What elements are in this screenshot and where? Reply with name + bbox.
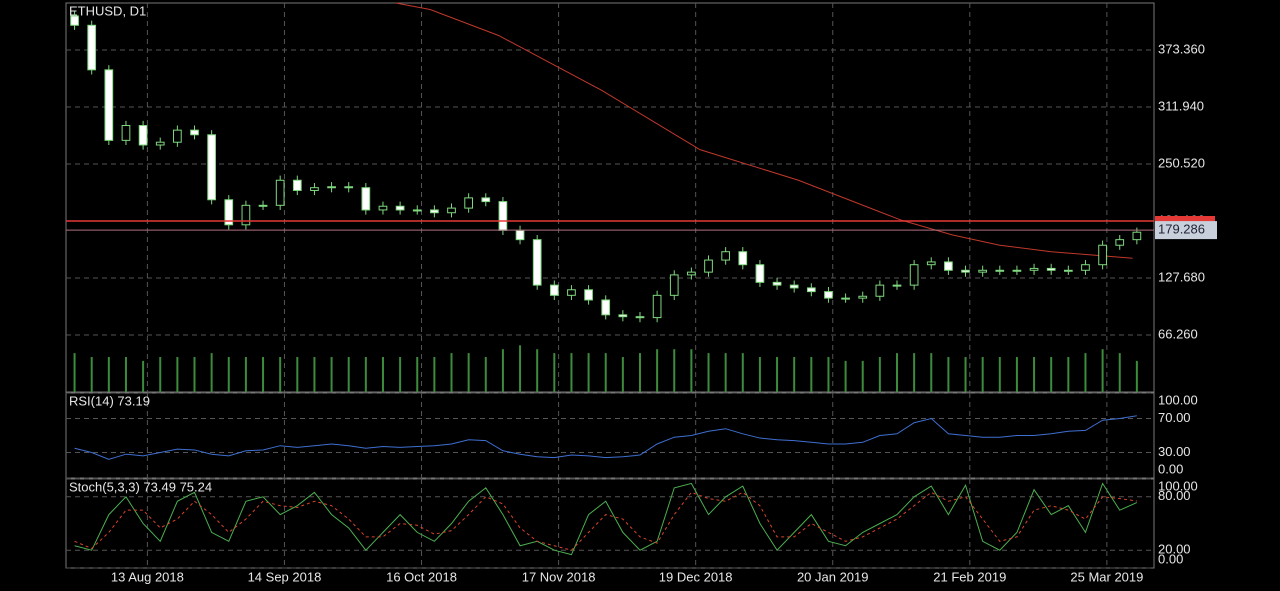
candle-body (87, 24, 97, 71)
candle-body (190, 129, 199, 136)
x-tick-label: 13 Aug 2018 (111, 569, 184, 584)
candle-body (1012, 269, 1022, 272)
candle-body (155, 141, 165, 146)
candle-body (789, 284, 799, 289)
price-level-tag (1155, 215, 1215, 223)
candle-body (772, 281, 782, 286)
candle-body (635, 316, 645, 319)
candle-body (344, 186, 354, 189)
candle-body (1115, 239, 1125, 246)
bid-label: 179.286 (1158, 222, 1205, 237)
y-tick-label: 0.00 (1158, 551, 1183, 566)
y-tick-label: 20.00 (1158, 542, 1191, 557)
candle-body (944, 261, 953, 271)
panel-frame (65, 2, 1155, 393)
y-tick-label: 311.940 (1158, 98, 1204, 113)
panel-title: ETHUSD, D1 (69, 3, 146, 18)
candle-body (549, 284, 559, 296)
y-tick-label: 100.00 (1158, 478, 1198, 493)
x-tick-label: 21 Feb 2019 (933, 569, 1006, 584)
candle-body (841, 297, 850, 300)
candle-body (687, 271, 696, 276)
panel-title: Stoch(5,3,3) 73.49 75.24 (69, 479, 212, 494)
x-tick-label: 25 Mar 2019 (1070, 569, 1143, 584)
candle-body (498, 201, 508, 231)
y-tick-label: 80.00 (1158, 488, 1191, 503)
candle-body (704, 259, 713, 273)
candle-body (824, 291, 833, 299)
candle-body (961, 269, 970, 273)
indicator-line (74, 415, 1137, 460)
candle-body (207, 134, 216, 201)
candle-body (601, 299, 611, 316)
y-tick-label: 127.680 (1158, 269, 1205, 284)
candle-body (652, 294, 662, 319)
candle-body (875, 284, 885, 297)
y-tick-label: 70.00 (1158, 410, 1191, 425)
candle-body (104, 69, 114, 141)
candle-body (464, 197, 474, 209)
x-tick-label: 17 Nov 2018 (522, 569, 596, 584)
candle-body (721, 251, 731, 261)
bid-tag (1155, 221, 1217, 240)
candle-body (378, 205, 388, 211)
candle-body (755, 264, 765, 283)
y-tick-label: 100.00 (1158, 392, 1198, 407)
candle-body (995, 269, 1005, 272)
candle-body (1098, 244, 1107, 266)
candle-body (430, 209, 439, 214)
y-tick-label: 373.360 (1158, 41, 1205, 56)
candle-body (258, 204, 268, 207)
candle-body (481, 197, 491, 203)
x-tick-label: 20 Jan 2019 (797, 569, 869, 584)
x-tick-label: 16 Oct 2018 (386, 569, 457, 584)
x-tick-label: 14 Sep 2018 (248, 569, 322, 584)
candle-body (292, 179, 302, 191)
panel-title: RSI(14) 73.19 (69, 393, 150, 408)
candle-body (738, 251, 748, 266)
candle-body (1046, 267, 1056, 271)
candle-body (1081, 264, 1090, 271)
candle-body (395, 205, 405, 211)
candle-body (412, 209, 422, 212)
candle-body (1132, 231, 1142, 241)
candle-body (909, 264, 919, 286)
candle-body (584, 289, 593, 301)
indicator-line (74, 491, 1137, 551)
y-tick-label: 0.00 (1158, 461, 1183, 476)
candle-body (1063, 269, 1073, 272)
candle-body (567, 289, 576, 296)
candle-body (224, 199, 234, 226)
candle-body (926, 261, 936, 266)
indicator-line (74, 482, 1138, 556)
candle-body (978, 269, 988, 273)
candle-body (532, 239, 542, 286)
candle-body (892, 284, 902, 287)
candle-body (173, 129, 182, 143)
y-tick-label: 30.00 (1158, 444, 1191, 459)
candle-body (515, 229, 525, 241)
candle-body (275, 179, 285, 206)
candle-body (327, 186, 336, 189)
y-tick-label: 250.520 (1158, 155, 1205, 170)
candle-body (241, 204, 251, 226)
x-tick-label: 19 Dec 2018 (659, 569, 733, 584)
candle-body (447, 207, 456, 214)
candle-body (618, 314, 628, 318)
moving-average (395, 2, 1133, 259)
candle-body (806, 287, 816, 293)
candle-body (70, 15, 79, 26)
candle-body (361, 187, 371, 211)
candle-body (1029, 267, 1039, 271)
candle-body (138, 125, 148, 146)
candle-body (858, 295, 868, 299)
candle-body (669, 274, 679, 296)
candle-body (310, 187, 319, 191)
y-tick-label: 66.260 (1158, 326, 1198, 341)
candle-body (121, 125, 131, 141)
